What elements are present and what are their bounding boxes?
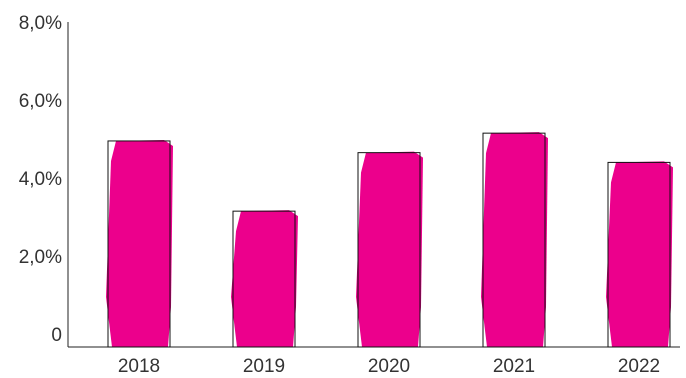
bar-outline-2020 bbox=[357, 152, 421, 348]
y-tick-label: 4,0% bbox=[19, 169, 62, 190]
bar-outline-2021 bbox=[482, 132, 546, 348]
x-tick-label: 2019 bbox=[243, 356, 285, 377]
bars bbox=[106, 132, 673, 348]
bar-outline-2019 bbox=[232, 210, 296, 348]
bar-outline-2022 bbox=[607, 161, 671, 348]
y-tick-label: 2,0% bbox=[19, 247, 62, 268]
y-tick-label: 8,0% bbox=[19, 13, 62, 34]
bar-2022 bbox=[606, 161, 673, 347]
bar-2021 bbox=[481, 132, 548, 347]
x-tick-label: 2022 bbox=[618, 356, 660, 377]
x-tick-label: 2020 bbox=[368, 356, 410, 377]
bar-2019 bbox=[231, 210, 298, 347]
x-tick-label: 2018 bbox=[118, 356, 160, 377]
x-tick-label: 2021 bbox=[493, 356, 535, 377]
y-axis: 0 2,0% 4,0% 6,0% 8,0% bbox=[19, 13, 69, 347]
y-tick-label: 0 bbox=[51, 325, 62, 346]
bar-2018 bbox=[106, 139, 173, 347]
x-axis: 2018 2019 2020 2021 2022 bbox=[68, 346, 680, 377]
bar-outline-2018 bbox=[107, 140, 171, 348]
y-tick-label: 6,0% bbox=[19, 91, 62, 112]
bar-2020 bbox=[356, 151, 423, 347]
